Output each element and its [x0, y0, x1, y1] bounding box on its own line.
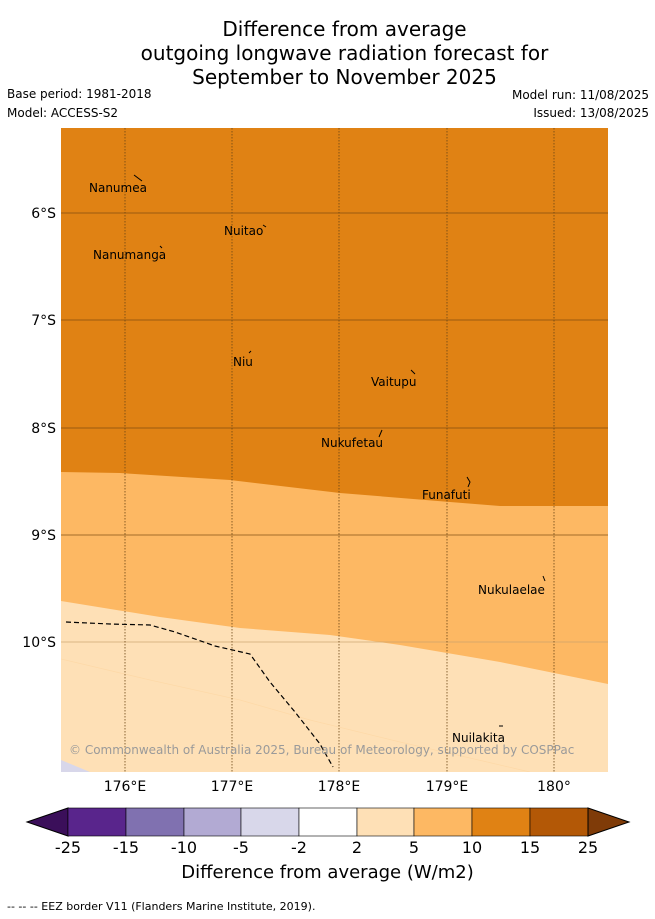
- island-nanumea: [133, 174, 143, 182]
- place-label-nuilakita: Nuilakita: [452, 731, 505, 745]
- colorbar-swatch-7: [413, 807, 473, 837]
- longitude-labels: 176°E 177°E 178°E 179°E 180°: [104, 779, 571, 795]
- island-funafuti: [466, 476, 471, 488]
- colorbar-swatch-2: [125, 807, 185, 837]
- place-label-nukulaelae: Nukulaelae: [478, 583, 545, 597]
- title-line-1: Difference from average: [222, 17, 467, 41]
- place-label-nuitao: Nuitao: [224, 224, 263, 238]
- title-line-2: outgoing longwave radiation forecast for: [140, 41, 549, 65]
- lat-label-9s: 9°S: [31, 528, 56, 544]
- lon-label-177e: 177°E: [211, 779, 254, 795]
- colorbar-swatch-9: [529, 807, 589, 837]
- graticule: [61, 212, 608, 643]
- anomaly-band-2-5-lower: [61, 659, 530, 772]
- latitude-labels: 6°S 7°S 8°S 9°S 10°S: [22, 206, 56, 651]
- colorbar-swatch-6: [356, 807, 415, 837]
- colorbar-ticks: -25 -15 -10 -5 -2 2 5 10 15 25: [55, 838, 598, 857]
- island-nuitao: [262, 224, 267, 228]
- eez-border: [65, 621, 334, 768]
- place-label-niu: Niu: [233, 355, 253, 369]
- model-run: Model run: 11/08/2025: [511, 88, 649, 102]
- title-line-3: September to November 2025: [192, 65, 497, 89]
- base-period: Base period: 1981-2018: [7, 87, 152, 101]
- eez-legend-note: -- -- -- EEZ border V11 (Flanders Marine…: [7, 900, 316, 913]
- map-title: Difference from average outgoing longwav…: [0, 17, 655, 89]
- lat-label-8s: 8°S: [31, 421, 56, 437]
- colorbar-tick: 25: [578, 838, 598, 857]
- colorbar-label: Difference from average (W/m2): [181, 862, 474, 883]
- model-name: Model: ACCESS-S2: [7, 106, 119, 120]
- island-nukufetau: [378, 429, 383, 438]
- place-label-nanumanga: Nanumanga: [93, 248, 166, 262]
- longitude-lines: [124, 128, 555, 772]
- colorbar-tick: -25: [55, 838, 81, 857]
- colorbar-tick: -10: [171, 838, 197, 857]
- colorbar-swatch-8: [471, 807, 531, 837]
- place-label-vaitupu: Vaitupu: [371, 375, 417, 389]
- place-label-nanumea: Nanumea: [89, 181, 147, 195]
- issued-date: Issued: 13/08/2025: [533, 106, 649, 120]
- colorbar-swatch-5: [298, 807, 358, 837]
- island-vaitupu: [410, 369, 416, 375]
- anomaly-band-neg2-neg5: [61, 760, 90, 772]
- lat-label-7s: 7°S: [31, 313, 56, 329]
- colorbar-tick: -5: [233, 838, 249, 857]
- contour-line: [61, 658, 531, 772]
- lon-label-176e: 176°E: [104, 779, 147, 795]
- lat-label-10s: 10°S: [22, 635, 56, 651]
- colorbar-extend-low: [25, 807, 69, 837]
- colorbar-tick: 15: [520, 838, 540, 857]
- island-nukulaelae: [542, 575, 546, 582]
- colorbar-tick: 10: [462, 838, 482, 857]
- colorbar-tick: -15: [113, 838, 139, 857]
- lon-label-178e: 178°E: [318, 779, 361, 795]
- map-plot-area: Nanumea Nuitao Nanumanga Niu Vaitupu Nuk…: [61, 128, 608, 772]
- colorbar-tick: 2: [352, 838, 362, 857]
- colorbar: -25 -15 -10 -5 -2 2 5 10 15 25: [25, 807, 631, 857]
- island-niu: [248, 350, 252, 354]
- island-nanumanga: [159, 245, 163, 249]
- place-labels: Nanumea Nuitao Nanumanga Niu Vaitupu Nuk…: [89, 181, 545, 745]
- lon-label-180: 180°: [537, 779, 571, 795]
- island-outlines: [133, 174, 546, 727]
- copyright-credit: © Commonwealth of Australia 2025, Bureau…: [69, 743, 574, 757]
- colorbar-tick: 5: [409, 838, 419, 857]
- lat-label-6s: 6°S: [31, 206, 56, 222]
- colorbar-swatch-1: [67, 807, 127, 837]
- place-label-nukufetau: Nukufetau: [321, 436, 383, 450]
- colorbar-tick: -2: [291, 838, 307, 857]
- colorbar-swatch-4: [240, 807, 300, 837]
- colorbar-swatch-3: [183, 807, 242, 837]
- lon-label-179e: 179°E: [426, 779, 469, 795]
- place-label-funafuti: Funafuti: [422, 488, 471, 502]
- colorbar-extend-high: [587, 807, 631, 837]
